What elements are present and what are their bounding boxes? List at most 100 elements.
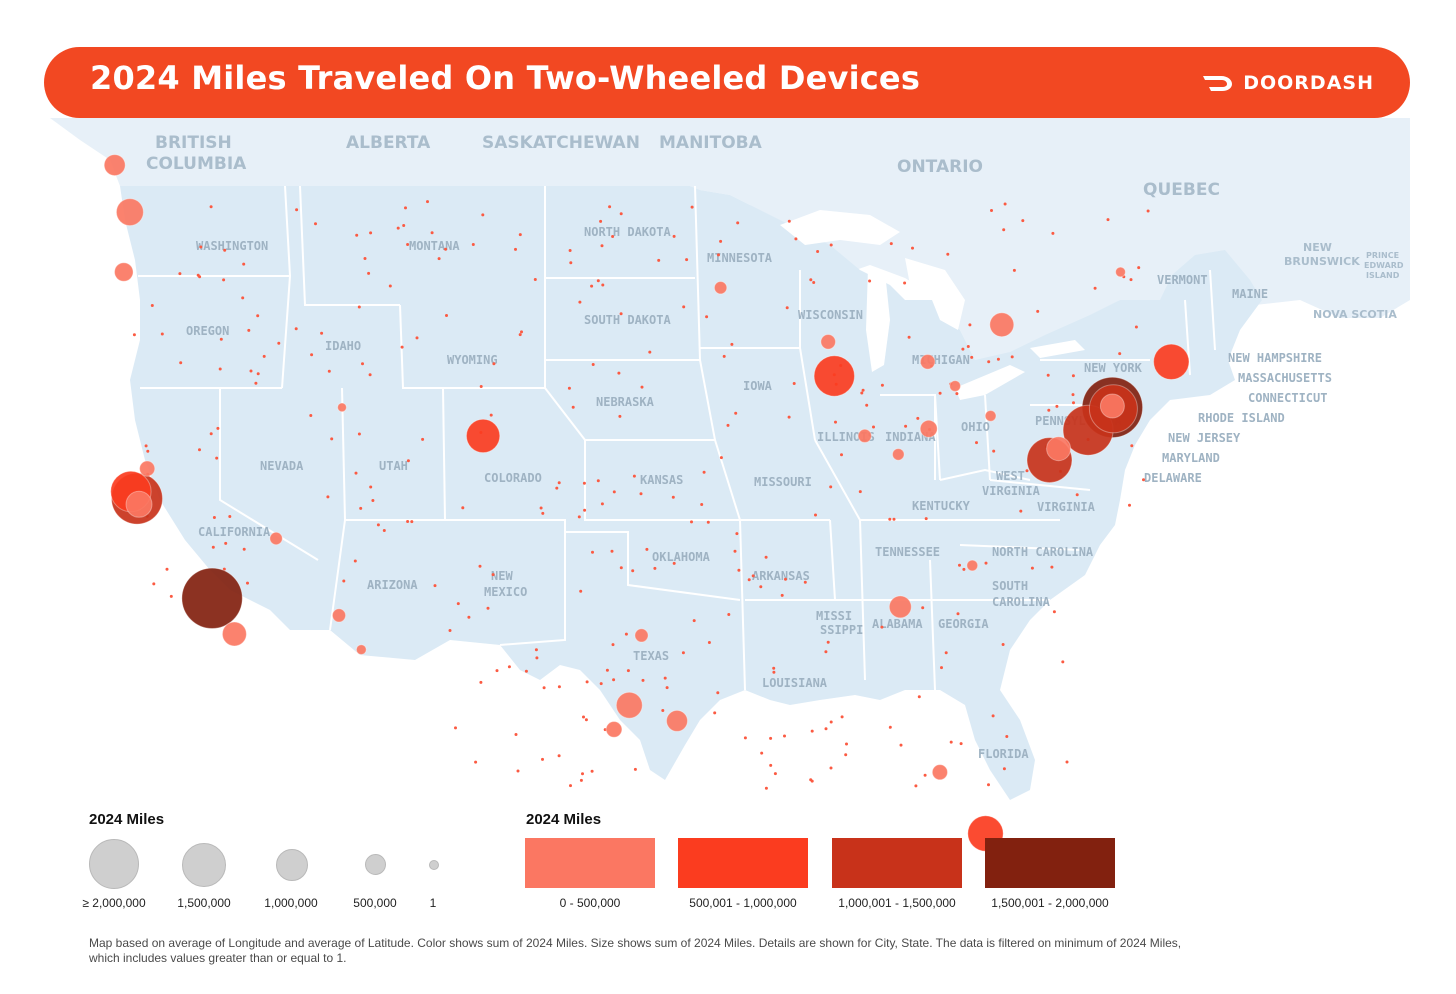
small-city-dot: [1050, 565, 1054, 569]
city-bubble[interactable]: [857, 428, 872, 443]
city-bubble[interactable]: [605, 721, 623, 738]
small-city-dot: [590, 284, 594, 288]
city-bubble[interactable]: [139, 460, 156, 477]
usa-land: [120, 186, 1262, 800]
city-bubble[interactable]: [813, 355, 855, 397]
state-label: TEXAS: [633, 649, 669, 663]
size-legend-circle: [276, 849, 308, 881]
small-city-dot: [486, 606, 490, 610]
small-city-dot: [612, 490, 616, 494]
city-bubble[interactable]: [1115, 266, 1126, 278]
small-city-dot: [619, 312, 623, 316]
city-bubble[interactable]: [919, 354, 936, 370]
small-city-dot: [1030, 566, 1034, 570]
label-columbia: COLUMBIA: [146, 154, 247, 174]
small-city-dot: [880, 383, 884, 387]
small-city-dot: [653, 566, 657, 570]
small-city-dot: [1002, 228, 1006, 232]
small-city-dot: [916, 416, 920, 420]
city-bubble[interactable]: [989, 312, 1015, 338]
size-legend-circle: [365, 854, 386, 875]
state-label: WYOMING: [447, 353, 498, 367]
city-bubble[interactable]: [1153, 343, 1190, 380]
lake-ontario: [1030, 340, 1085, 358]
small-city-dot: [1071, 393, 1075, 397]
city-bubble[interactable]: [966, 559, 979, 572]
city-bubble[interactable]: [221, 621, 247, 647]
small-city-dot: [719, 239, 723, 243]
city-bubble[interactable]: [615, 691, 643, 719]
city-bubble[interactable]: [892, 448, 905, 461]
small-city-dot: [987, 783, 990, 787]
small-city-dot: [631, 569, 635, 573]
lake-huron: [905, 258, 965, 330]
small-city-dot: [400, 345, 404, 349]
city-bubble[interactable]: [331, 608, 347, 623]
city-bubble[interactable]: [1046, 436, 1072, 462]
city-bubble[interactable]: [713, 281, 728, 295]
city-bubble[interactable]: [103, 154, 126, 177]
small-city-dot: [1071, 374, 1075, 378]
small-city-dot: [944, 651, 948, 655]
size-legend-label: 1,000,000: [264, 896, 318, 910]
small-city-dot: [858, 490, 862, 494]
small-city-dot: [577, 515, 581, 519]
state-label: MINNESOTA: [707, 251, 773, 265]
size-legend-label: 500,000: [353, 896, 397, 910]
city-bubble[interactable]: [820, 334, 837, 350]
small-city-dot: [249, 369, 253, 373]
small-city-dot: [179, 361, 183, 365]
state-label: MASSACHUSETTS: [1238, 371, 1332, 385]
small-city-dot: [624, 632, 628, 636]
city-bubble[interactable]: [125, 490, 153, 518]
small-city-dot: [787, 219, 791, 223]
city-bubble[interactable]: [114, 262, 134, 282]
city-bubble[interactable]: [949, 380, 961, 392]
city-bubble[interactable]: [465, 418, 501, 454]
small-city-dot: [736, 221, 740, 225]
small-city-dot: [579, 589, 583, 593]
city-bubble[interactable]: [269, 531, 283, 546]
small-city-dot: [152, 582, 156, 586]
small-city-dot: [917, 695, 921, 699]
state-labels: WASHINGTON OREGON CALIFORNIA NEVADA IDAH…: [186, 225, 1332, 761]
small-city-dot: [382, 529, 386, 532]
small-city-dot: [792, 382, 796, 385]
small-city-dot: [471, 243, 475, 246]
city-bubble[interactable]: [355, 644, 367, 655]
small-city-dot: [514, 247, 517, 251]
city-bubble[interactable]: [984, 410, 997, 422]
brand-logo: DOORDASH: [1201, 70, 1374, 96]
city-bubble[interactable]: [666, 709, 688, 732]
city-bubble[interactable]: [115, 198, 144, 227]
label-brunswick: BRUNSWICK: [1284, 255, 1360, 268]
small-city-dot: [610, 549, 614, 553]
small-city-dot: [448, 629, 452, 632]
state-label: SOUTH DAKOTA: [584, 313, 671, 327]
small-city-dot: [557, 754, 561, 758]
small-city-dot: [150, 304, 154, 307]
small-city-dot: [367, 271, 371, 275]
city-bubble[interactable]: [1099, 393, 1125, 419]
small-city-dot: [1134, 325, 1138, 329]
small-city-dot: [707, 641, 711, 644]
small-city-dot: [1072, 401, 1075, 405]
small-city-dot: [478, 564, 482, 568]
brand-name: DOORDASH: [1243, 72, 1374, 94]
small-city-dot: [914, 784, 918, 788]
small-city-dot: [840, 715, 844, 719]
small-city-dot: [361, 362, 364, 366]
small-city-dot: [611, 235, 615, 238]
city-bubble[interactable]: [888, 595, 912, 619]
small-city-dot: [1142, 478, 1145, 482]
small-city-dot: [640, 385, 644, 389]
city-bubble[interactable]: [337, 402, 347, 413]
small-city-dot: [824, 650, 828, 654]
city-bubble[interactable]: [634, 628, 649, 643]
city-bubble[interactable]: [181, 567, 243, 629]
small-city-dot: [1010, 355, 1014, 359]
city-bubble[interactable]: [919, 419, 938, 438]
small-city-dot: [816, 250, 820, 253]
label-nova-scotia: NOVA SCOTIA: [1313, 308, 1397, 321]
city-bubble[interactable]: [931, 764, 949, 781]
